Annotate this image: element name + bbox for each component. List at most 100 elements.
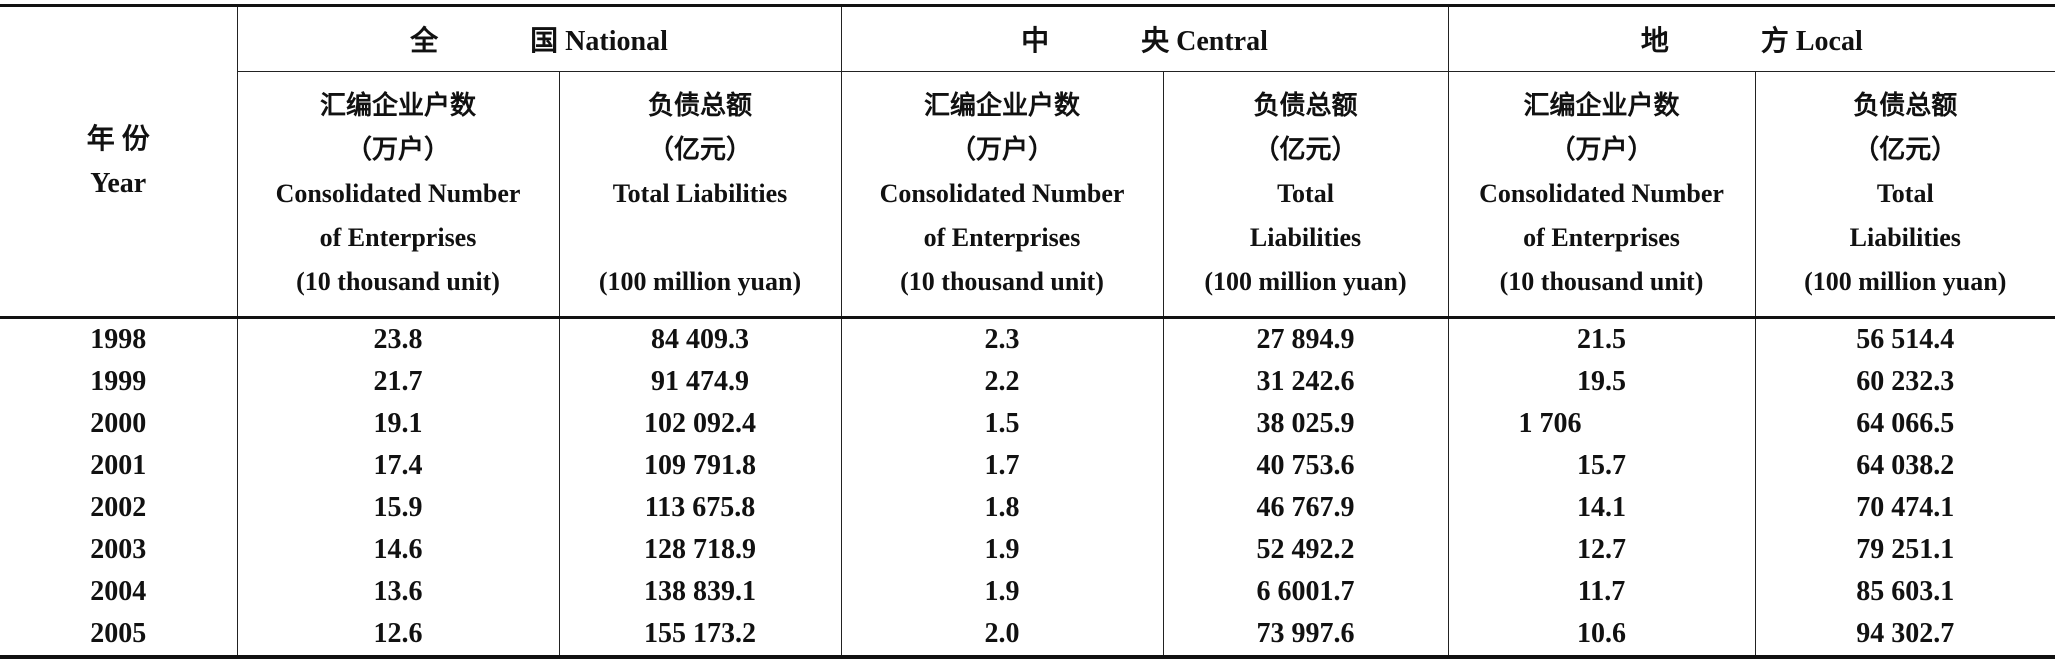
local-liabilities-cell: 79 251.1 (1754, 529, 2055, 571)
header-enterprises-en1: Consolidated Number (1479, 179, 1724, 208)
local-enterprises-cell: 10.6 (1447, 613, 1756, 659)
national-liabilities-cell: 113 675.8 (558, 487, 841, 529)
central-enterprises-cell: 1.7 (840, 445, 1163, 487)
national-enterprises-cell: 17.4 (236, 445, 559, 487)
group-national-zh: 全 (410, 26, 439, 57)
header-enterprises-en2: of Enterprises (319, 223, 477, 252)
local-enterprises-header: 汇编企业户数 （万户） Consolidated Number of Enter… (1447, 71, 1756, 319)
table-row: 2002 15.9 113 675.8 1.8 46 767.9 14.1 70… (0, 487, 2055, 529)
central-enterprises-cell: 1.9 (840, 529, 1163, 571)
central-liabilities-header: 负债总额 （亿元） Total Liabilities (100 million… (1162, 71, 1449, 319)
local-enterprises-cell: 1 706 (1447, 403, 1756, 445)
header-liabilities-unit-zh: （亿元） (1853, 135, 1958, 164)
header-liabilities-en-b: Liabilities (1849, 223, 1961, 252)
header-liabilities-en-a: Total (1876, 179, 1934, 208)
national-enterprises-cell: 12.6 (236, 613, 559, 659)
header-enterprises-en2: of Enterprises (923, 223, 1081, 252)
table-row: 1999 21.7 91 474.9 2.2 31 242.6 19.5 60 … (0, 361, 2055, 403)
local-liabilities-cell: 70 474.1 (1754, 487, 2055, 529)
header-liabilities-unit-en: (100 million yuan) (1204, 267, 1407, 296)
central-liabilities-cell: 46 767.9 (1162, 487, 1449, 529)
central-enterprises-cell: 1.8 (840, 487, 1163, 529)
national-enterprises-cell: 13.6 (236, 571, 559, 613)
national-liabilities-header: 负债总额 （亿元） Total Liabilities (100 million… (558, 71, 841, 319)
national-liabilities-cell: 155 173.2 (558, 613, 841, 659)
central-enterprises-cell: 2.0 (840, 613, 1163, 659)
year-cell: 2000 (90, 408, 147, 439)
header-liabilities-unit-zh: （亿元） (1253, 135, 1358, 164)
central-enterprises-header: 汇编企业户数 （万户） Consolidated Number of Enter… (840, 71, 1163, 319)
local-enterprises-cell: 19.5 (1447, 361, 1756, 403)
header-enterprises-en1: Consolidated Number (275, 179, 521, 208)
central-liabilities-cell: 52 492.2 (1162, 529, 1449, 571)
group-local: 地 方 Local (1447, 5, 2055, 72)
header-enterprises-unit-zh: （万户） (345, 135, 450, 164)
header-enterprises-unit-en: (10 thousand unit) (296, 267, 500, 296)
year-cell: 2005 (0, 613, 237, 659)
header-liabilities-unit-zh: （亿元） (647, 135, 752, 164)
header-enterprises-en1: Consolidated Number (879, 179, 1125, 208)
header-enterprises-unit-zh: （万户） (1549, 135, 1654, 164)
central-liabilities-cell: 40 753.6 (1162, 445, 1449, 487)
central-enterprises-cell: 1.5 (840, 403, 1163, 445)
local-enterprises-cell: 11.7 (1447, 571, 1756, 613)
group-national-zh2: 国 (530, 26, 559, 57)
year-header-en: Year (90, 167, 147, 199)
subheader-row: 汇编企业户数 （万户） Consolidated Number of Enter… (0, 71, 2055, 319)
central-liabilities-cell: 73 997.6 (1162, 613, 1449, 659)
header-liabilities-zh: 负债总额 (647, 91, 752, 120)
year-cell: 1999 (90, 366, 147, 397)
table-row: 2001 17.4 109 791.8 1.7 40 753.6 15.7 64… (0, 445, 2055, 487)
table-row: 2000 19.1 102 092.4 1.5 38 025.9 1 706 6… (0, 403, 2055, 445)
header-liabilities-en: Total Liabilities (612, 179, 788, 208)
table-row: 1998 23.8 84 409.3 2.3 27 894.9 21.5 56 … (0, 317, 2055, 361)
national-enterprises-header: 汇编企业户数 （万户） Consolidated Number of Enter… (236, 71, 559, 319)
group-central-en: Central (1176, 26, 1268, 57)
table-row: 2003 14.6 128 718.9 1.9 52 492.2 12.7 79… (0, 529, 2055, 571)
header-enterprises-unit-zh: （万户） (949, 135, 1054, 164)
national-enterprises-cell: 14.6 (236, 529, 559, 571)
header-enterprises-zh: 汇编企业户数 (319, 91, 476, 120)
central-liabilities-cell: 38 025.9 (1162, 403, 1449, 445)
header-enterprises-en2: of Enterprises (1523, 223, 1680, 252)
year-header-zh: 年 份 (86, 123, 150, 155)
central-liabilities-cell: 31 242.6 (1162, 361, 1449, 403)
header-liabilities-zh: 负债总额 (1853, 91, 1958, 120)
local-enterprises-cell: 12.7 (1447, 529, 1756, 571)
header-liabilities-zh: 负债总额 (1253, 91, 1358, 120)
year-header: 年 份 Year (0, 5, 237, 319)
year-cell: 2002 (90, 492, 147, 523)
year-cell: 2003 (90, 534, 147, 565)
national-liabilities-cell: 109 791.8 (558, 445, 841, 487)
header-enterprises-unit-en: (10 thousand unit) (1499, 267, 1704, 296)
national-liabilities-cell: 138 839.1 (558, 571, 841, 613)
local-liabilities-cell: 64 066.5 (1754, 403, 2055, 445)
local-liabilities-cell: 94 302.7 (1754, 613, 2055, 659)
header-enterprises-unit-en: (10 thousand unit) (900, 267, 1104, 296)
group-local-zh: 地 (1640, 26, 1669, 57)
national-liabilities-cell: 102 092.4 (558, 403, 841, 445)
local-liabilities-cell: 60 232.3 (1754, 361, 2055, 403)
group-central-zh2: 央 (1141, 26, 1170, 57)
central-enterprises-cell: 1.9 (840, 571, 1163, 613)
local-liabilities-cell: 56 514.4 (1754, 317, 2055, 361)
local-liabilities-cell: 85 603.1 (1754, 571, 2055, 613)
table-row: 2005 12.6 155 173.2 2.0 73 997.6 10.6 94… (0, 613, 2055, 659)
central-liabilities-cell: 27 894.9 (1162, 317, 1449, 361)
local-liabilities-cell: 64 038.2 (1754, 445, 2055, 487)
national-liabilities-cell: 128 718.9 (558, 529, 841, 571)
central-enterprises-cell: 2.2 (840, 361, 1163, 403)
local-enterprises-cell: 21.5 (1447, 317, 1756, 361)
group-central: 中 央 Central (840, 5, 1449, 72)
group-central-zh: 中 (1021, 26, 1050, 57)
group-national-en: National (565, 26, 668, 57)
year-cell: 2001 (90, 450, 147, 481)
header-liabilities-unit-en: (100 million yuan) (598, 267, 802, 296)
national-liabilities-cell: 84 409.3 (558, 317, 841, 361)
local-enterprises-cell: 14.1 (1447, 487, 1756, 529)
national-enterprises-cell: 19.1 (236, 403, 559, 445)
header-enterprises-zh: 汇编企业户数 (1523, 91, 1680, 120)
group-local-en: Local (1795, 26, 1863, 57)
group-national: 全 国 National (236, 5, 841, 72)
liabilities-table: 年 份 Year 全 国 National 中 央 Central 地 方 Local… (0, 4, 2055, 659)
